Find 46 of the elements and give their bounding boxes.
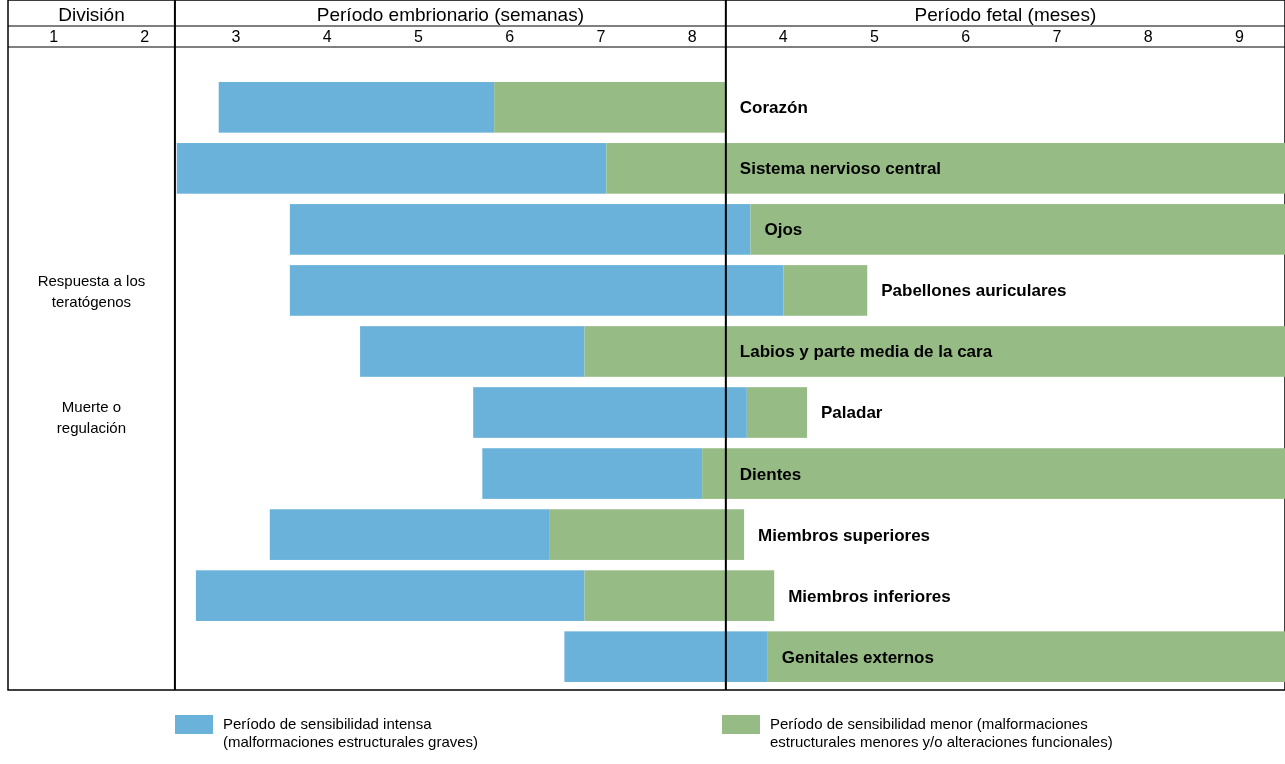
y-tick-label: Pabellones auriculares	[881, 281, 1067, 301]
bar	[584, 570, 775, 621]
bar	[746, 387, 808, 438]
bar	[269, 509, 550, 560]
bar	[218, 82, 495, 133]
y-tick-label: Genitales externos	[781, 647, 934, 667]
bar	[289, 265, 784, 316]
y-tick-label: Labios y parte media de la cara	[739, 342, 993, 362]
legend-label: Período de sensibilidad intensa (malformaciones estructurales graves)	[223, 715, 479, 750]
bar	[584, 326, 1285, 377]
text: Período fetal (meses)	[914, 3, 1097, 25]
bar	[195, 570, 585, 621]
y-tick-label: Ojos	[764, 220, 803, 240]
x-tick-label: 3	[231, 28, 241, 46]
bar	[176, 143, 607, 194]
bar	[702, 448, 1285, 499]
bar	[750, 204, 1285, 255]
bar	[783, 265, 868, 316]
x-tick-label: 1	[49, 28, 59, 46]
bar	[473, 387, 747, 438]
y-tick-label: Corazón	[739, 98, 808, 118]
bar	[606, 143, 1285, 194]
bar	[360, 326, 585, 377]
text: Período embrionario (semanas)	[316, 3, 584, 25]
x-tick-label: 2	[140, 28, 150, 46]
annotation: Respuesta a los teratógenos	[37, 272, 146, 310]
bar	[494, 82, 725, 133]
y-tick-label: Miembros inferiores	[788, 586, 951, 606]
bar	[767, 631, 1285, 682]
x-tick-label: 6	[505, 28, 515, 46]
text: División	[58, 3, 125, 25]
y-tick-label: Dientes	[739, 464, 802, 484]
y-tick-label: Paladar	[821, 403, 883, 423]
annotation: Muerte o regulación	[56, 398, 127, 436]
x2-tick-label: 9	[1234, 28, 1244, 46]
bar	[564, 631, 768, 682]
x-tick-label: 4	[322, 28, 332, 46]
bar	[549, 509, 745, 560]
x-tick-label: 8	[687, 28, 697, 46]
y-tick-label: Sistema nervioso central	[739, 159, 942, 179]
x-tick-label: 5	[414, 28, 424, 46]
legend-label: Período de sensibilidad menor (malformaciones estructurales menores y/o alteraciones funcionales)	[770, 715, 1113, 750]
y-tick-label: Miembros superiores	[758, 525, 931, 545]
bar	[482, 448, 703, 499]
bar	[289, 204, 751, 255]
x-tick-label: 7	[596, 28, 606, 46]
